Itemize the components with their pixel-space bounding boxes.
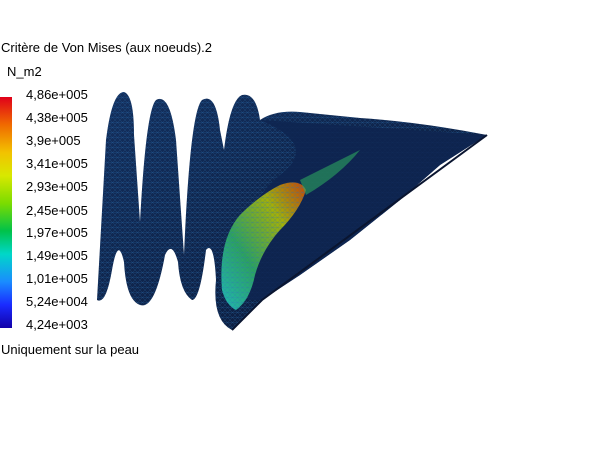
- legend-value-1: 4,38e+005: [26, 110, 88, 125]
- legend-value-3: 3,41e+005: [26, 156, 88, 171]
- legend-value-5: 2,45e+005: [26, 203, 88, 218]
- display-mode-note: Uniquement sur la peau: [1, 342, 140, 357]
- model-edge: [231, 134, 488, 331]
- legend-value-9: 5,24e+004: [26, 294, 88, 309]
- unit-label: N_m2: [7, 64, 42, 79]
- legend-value-10: 4,24e+003: [26, 317, 88, 332]
- color-scale-bar: [0, 97, 12, 328]
- legend-value-6: 1,97e+005: [26, 225, 88, 240]
- stress-band: [300, 150, 360, 195]
- legend-value-0: 4,86e+005: [26, 87, 88, 102]
- legend-value-7: 1,49e+005: [26, 248, 88, 263]
- legend-value-2: 3,9e+005: [26, 133, 81, 148]
- legend-value-8: 1,01e+005: [26, 271, 88, 286]
- legend-value-4: 2,93e+005: [26, 179, 88, 194]
- flange-plate: [240, 120, 487, 300]
- result-title: Critère de Von Mises (aux noeuds).2: [1, 40, 212, 55]
